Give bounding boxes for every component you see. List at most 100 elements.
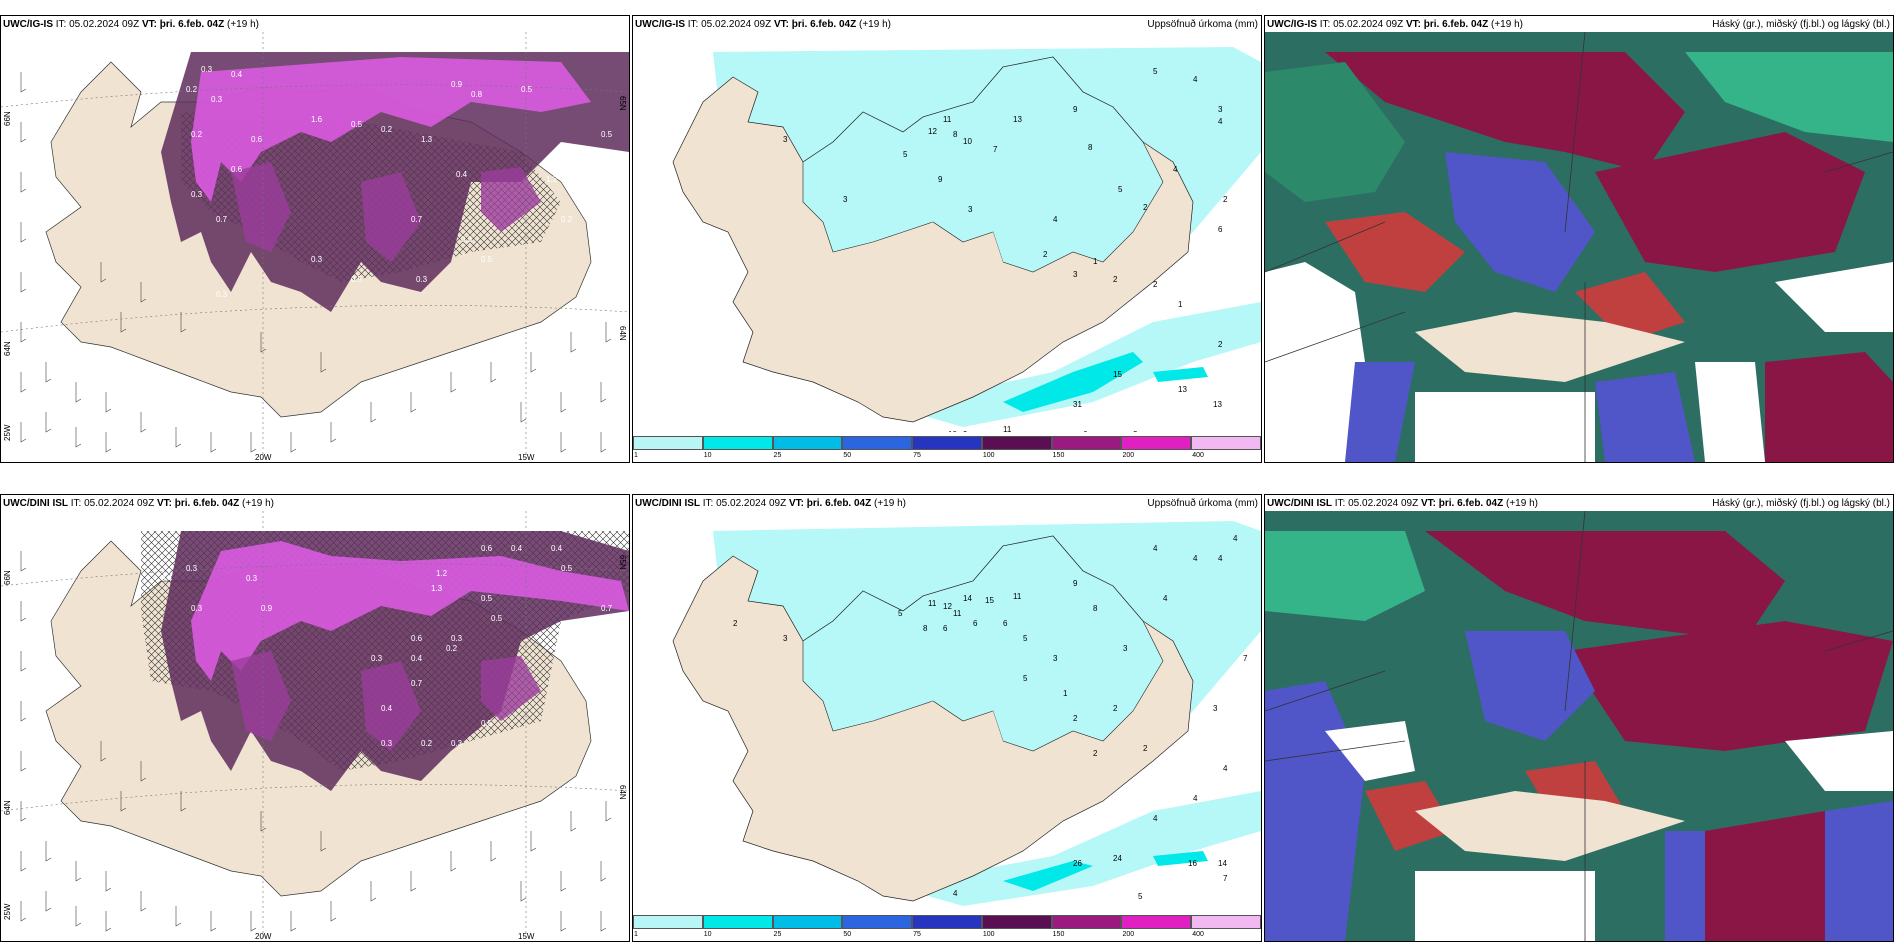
legend-swatch [633, 436, 703, 450]
svg-text:3: 3 [1133, 430, 1138, 432]
svg-text:0.8: 0.8 [471, 90, 483, 99]
svg-text:14: 14 [963, 594, 972, 603]
svg-text:4: 4 [1153, 814, 1158, 823]
svg-text:1: 1 [1093, 257, 1098, 266]
precip-inland [802, 56, 1164, 273]
snow-light [191, 57, 591, 202]
panel-title: Uppsöfnuð úrkoma (mm) [1147, 19, 1258, 30]
legend-tick: 10 [703, 931, 712, 938]
svg-text:24: 24 [1113, 854, 1122, 863]
svg-text:5: 5 [1138, 892, 1143, 901]
svg-text:1.2: 1.2 [436, 569, 448, 578]
svg-text:0.5: 0.5 [491, 614, 503, 623]
svg-text:0.2: 0.2 [361, 524, 373, 533]
svg-text:1: 1 [1063, 689, 1068, 698]
svg-text:3: 3 [1213, 704, 1218, 713]
svg-text:8: 8 [1088, 143, 1093, 152]
svg-text:0.2: 0.2 [561, 215, 573, 224]
svg-text:10: 10 [963, 137, 972, 146]
svg-text:0.5: 0.5 [521, 85, 533, 94]
legend-tick: 150 [1052, 931, 1065, 938]
svg-text:0.6: 0.6 [481, 544, 493, 553]
svg-text:0.3: 0.3 [381, 739, 393, 748]
svg-text:0.4: 0.4 [456, 170, 468, 179]
precip-band-dark [1153, 367, 1208, 382]
svg-text:10: 10 [948, 430, 957, 432]
svg-text:0.2: 0.2 [421, 739, 433, 748]
value-labels: 4 4 4 4 2 3 5 11 14 15 11 9 6 6 8 12 11 … [733, 534, 1248, 901]
svg-text:9: 9 [1073, 579, 1078, 588]
svg-text:3: 3 [1123, 644, 1128, 653]
svg-text:0.3: 0.3 [216, 290, 228, 299]
svg-text:11: 11 [1003, 425, 1012, 432]
value-labels: 5 4 3 4 9 11 13 12 8 10 7 5 9 8 5 4 3 3 … [783, 67, 1228, 432]
svg-text:0.5: 0.5 [481, 255, 493, 264]
svg-text:0.3: 0.3 [191, 604, 203, 613]
svg-text:6: 6 [1083, 430, 1088, 432]
snow-mid [231, 162, 541, 262]
svg-text:31: 31 [1073, 400, 1082, 409]
svg-text:4: 4 [1218, 554, 1223, 563]
svg-text:1.3: 1.3 [421, 135, 433, 144]
panel-header: UWC/DINI ISL IT: 05.02.2024 09Z VT: þri.… [3, 498, 274, 509]
svg-text:4: 4 [1233, 534, 1238, 543]
svg-text:16: 16 [1188, 859, 1197, 868]
legend-tick: 200 [1122, 452, 1135, 459]
svg-text:0.4: 0.4 [231, 70, 243, 79]
legend-swatch [981, 436, 1052, 450]
svg-text:4: 4 [1153, 544, 1158, 553]
panel-dini-precip: UWC/DINI ISL IT: 05.02.2024 09Z VT: þri.… [632, 494, 1262, 942]
snow-mid [231, 651, 541, 751]
legend-tick: 1 [634, 931, 638, 938]
svg-text:0.4: 0.4 [511, 544, 523, 553]
svg-text:0.7: 0.7 [411, 679, 423, 688]
legend-tick: 200 [1122, 931, 1135, 938]
legend-swatch [981, 915, 1052, 929]
legend-tick: 400 [1192, 452, 1204, 459]
legend-tick: 1 [634, 452, 638, 459]
precip-legend: 1 10 25 50 75 100 150 200 400 [633, 434, 1261, 462]
svg-text:12: 12 [943, 602, 952, 611]
svg-text:0.3: 0.3 [461, 235, 473, 244]
panel-ig-snow: UWC/IG-IS IT: 05.02.2024 09Z VT: þri. 6.… [0, 15, 630, 463]
svg-text:0.3: 0.3 [246, 574, 258, 583]
svg-text:3: 3 [968, 205, 973, 214]
legend-swatch [772, 915, 843, 929]
svg-text:0.6: 0.6 [231, 165, 243, 174]
svg-text:7: 7 [1243, 654, 1248, 663]
svg-text:0.3: 0.3 [191, 190, 203, 199]
legend-tick: 25 [773, 452, 782, 459]
panel-header: UWC/DINI ISL IT: 05.02.2024 09Z VT: þri.… [1267, 498, 1538, 509]
svg-text:0.3: 0.3 [451, 634, 463, 643]
svg-text:14: 14 [1218, 859, 1227, 868]
svg-text:5: 5 [898, 609, 903, 618]
lat-label: 64N [618, 326, 627, 341]
legend-swatch [1051, 915, 1122, 929]
lat-label: 65N [618, 555, 627, 570]
legend-swatch [842, 915, 913, 929]
svg-text:4: 4 [1163, 594, 1168, 603]
lat-label: 65N [618, 96, 627, 111]
precip-map: 5 4 3 4 9 11 13 12 8 10 7 5 9 8 5 4 3 3 … [633, 32, 1261, 432]
land-inland [913, 222, 1003, 292]
lat-label: 64N [618, 785, 627, 800]
precip-band-dark [1003, 352, 1143, 412]
svg-text:4: 4 [1218, 117, 1223, 126]
snow-map: 0.3 0.4 0.2 0.3 0.9 0.8 0.5 1.6 0.5 0.2 … [1, 32, 629, 462]
panel-ig-precip: UWC/IG-IS IT: 05.02.2024 09Z VT: þri. 6.… [632, 15, 1262, 463]
svg-text:15: 15 [1113, 370, 1122, 379]
svg-text:5: 5 [1023, 674, 1028, 683]
svg-text:0.3: 0.3 [311, 255, 323, 264]
svg-text:9: 9 [963, 430, 968, 432]
precip-inland [802, 535, 1164, 752]
svg-text:13: 13 [1213, 400, 1222, 409]
svg-text:11: 11 [1013, 592, 1022, 601]
svg-text:2: 2 [1218, 340, 1223, 349]
legend-tick: 150 [1052, 452, 1065, 459]
svg-text:0.7: 0.7 [601, 604, 613, 613]
svg-text:0.2: 0.2 [381, 125, 393, 134]
svg-text:0.5: 0.5 [561, 564, 573, 573]
svg-text:8: 8 [923, 624, 928, 633]
panel-title: Uppsöfnuð úrkoma (mm) [1147, 498, 1258, 509]
svg-text:2: 2 [1073, 714, 1078, 723]
